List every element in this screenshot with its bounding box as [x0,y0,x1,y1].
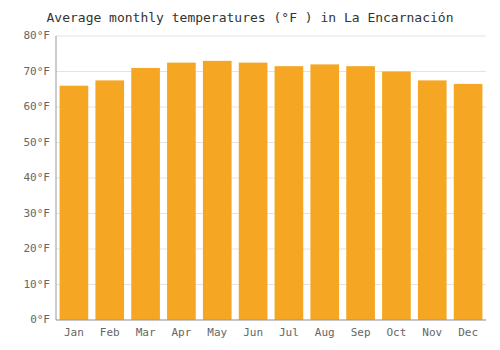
x-tick-label: Aug [315,326,335,339]
y-tick-label: 80°F [24,29,51,42]
bar [310,64,339,320]
x-tick-label: Jun [243,326,263,339]
y-tick-label: 40°F [24,171,51,184]
y-tick-label: 20°F [24,242,51,255]
x-tick-label: Jul [279,326,299,339]
x-tick-label: May [207,326,227,339]
bar [239,63,268,320]
chart-title: Average monthly temperatures (°F ) in La… [47,10,454,25]
y-tick-label: 70°F [24,65,51,78]
y-tick-label: 0°F [30,313,50,326]
chart-container: Average monthly temperatures (°F ) in La… [0,0,500,350]
y-axis: 0°F 10°F 20°F 30°F 40°F 50°F 60°F 70°F 80°F [24,29,487,326]
bar [346,66,375,320]
x-tick-label: Apr [171,326,191,339]
bars [60,61,483,320]
x-tick-label: Oct [386,326,406,339]
x-tick-label: Jan [64,326,84,339]
bar [418,80,447,320]
y-tick-label: 50°F [24,136,51,149]
x-tick-label: Dec [458,326,478,339]
bar [167,63,196,320]
y-axis-line [56,36,57,320]
x-tick-label: Feb [100,326,120,339]
grid-line [56,320,486,321]
bar [203,61,232,320]
x-tick-label: Sep [351,326,371,339]
y-tick-label: 10°F [24,278,51,291]
bar [131,68,160,320]
y-tick-label: 30°F [24,207,51,220]
y-tick-label: 60°F [24,100,51,113]
bar [60,86,89,320]
grid-line [56,71,486,72]
x-axis-line [56,320,486,321]
bar [454,84,483,320]
page: {"chart_data": { "type": "bar", "title":… [0,0,500,350]
bar [95,80,124,320]
bar [382,72,411,321]
x-tick-label: Mar [136,326,156,339]
x-tick-label: Nov [422,326,442,339]
x-axis: Jan Feb Mar Apr May Jun Jul Aug Sep Oct Nov Dec [56,36,486,339]
grid-line [56,36,486,37]
bar [275,66,304,320]
chart-svg: Average monthly temperatures (°F ) in La… [0,0,500,350]
